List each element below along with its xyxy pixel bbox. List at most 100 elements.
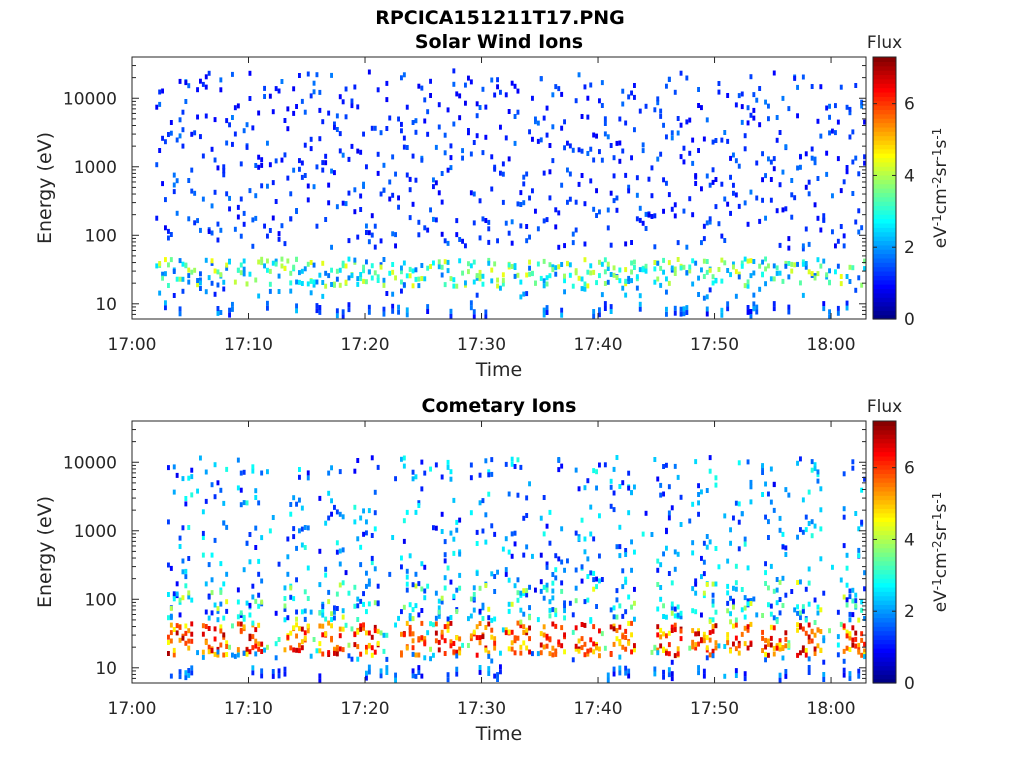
flux-cell — [784, 487, 788, 493]
flux-cell — [196, 87, 199, 93]
flux-cell — [673, 271, 677, 276]
flux-cell — [164, 300, 167, 306]
flux-cell — [679, 265, 683, 271]
flux-cell — [341, 200, 345, 206]
colorbar-band — [873, 460, 896, 466]
flux-cell — [842, 594, 846, 600]
flux-cell — [711, 139, 715, 145]
flux-cell — [519, 644, 523, 650]
flux-cell — [472, 314, 476, 320]
flux-cell — [245, 647, 249, 653]
flux-cell — [851, 612, 855, 618]
flux-cell — [598, 259, 601, 265]
flux-cell — [318, 272, 322, 278]
flux-cell — [455, 609, 459, 614]
flux-cell — [327, 200, 331, 206]
flux-cell — [213, 462, 217, 468]
flux-cell — [239, 161, 243, 167]
flux-cell — [402, 463, 406, 469]
flux-cell — [219, 642, 223, 648]
flux-cell — [300, 609, 304, 615]
flux-cell — [496, 672, 499, 678]
flux-cell — [670, 601, 674, 607]
flux-cell — [621, 568, 625, 574]
flux-cell — [624, 267, 628, 273]
flux-cell — [583, 241, 587, 247]
flux-cell — [656, 260, 660, 266]
flux-cell — [769, 563, 773, 569]
flux-cell — [356, 617, 360, 622]
flux-cell — [420, 459, 424, 465]
flux-cell — [758, 263, 762, 269]
colorbar-band — [873, 573, 896, 579]
flux-cell — [184, 262, 188, 268]
flux-cell — [309, 653, 313, 659]
flux-cell — [481, 602, 485, 608]
flux-cell — [525, 645, 529, 651]
flux-cell — [242, 614, 246, 620]
flux-cell — [630, 620, 633, 626]
flux-cell — [679, 522, 683, 527]
flux-cell — [251, 583, 255, 589]
flux-cell — [670, 605, 674, 611]
flux-cell — [242, 266, 246, 272]
flux-cell — [306, 565, 310, 571]
flux-cell — [242, 210, 246, 216]
flux-cell — [545, 523, 549, 529]
flux-cell — [732, 585, 735, 591]
flux-cell — [516, 620, 520, 626]
flux-cell — [560, 643, 564, 649]
flux-cell — [440, 634, 444, 640]
flux-cell — [306, 470, 310, 476]
flux-cell — [251, 645, 255, 651]
flux-cell — [356, 603, 360, 609]
flux-cell — [627, 620, 631, 626]
flux-cell — [630, 567, 633, 573]
flux-cell — [257, 646, 261, 652]
flux-cell — [822, 638, 826, 644]
flux-cell — [434, 630, 438, 636]
flux-cell — [327, 650, 331, 656]
colorbar-band — [873, 665, 896, 671]
flux-cell — [292, 647, 296, 653]
flux-cell — [172, 652, 176, 658]
colorbar-unit-label: eV-1cm-2sr-1s-1 — [930, 492, 951, 613]
flux-cell — [414, 583, 418, 589]
flux-cell — [796, 604, 799, 610]
heatmap-cells — [167, 455, 866, 684]
flux-cell — [414, 509, 418, 515]
flux-cell — [199, 286, 202, 291]
flux-cell — [822, 213, 826, 219]
flux-cell — [432, 525, 435, 531]
flux-cell — [618, 544, 622, 550]
flux-cell — [574, 467, 578, 473]
colorbar-tick-label: 6 — [904, 95, 915, 115]
flux-cell — [359, 515, 363, 521]
colorbar-band — [873, 157, 896, 163]
flux-cell — [778, 610, 782, 616]
flux-cell — [394, 275, 397, 281]
flux-cell — [487, 666, 491, 672]
flux-cell — [589, 570, 593, 576]
flux-cell — [411, 469, 415, 475]
flux-cell — [659, 282, 663, 288]
flux-cell — [472, 309, 476, 315]
flux-cell — [737, 519, 741, 525]
flux-cell — [857, 275, 861, 281]
flux-cell — [848, 676, 852, 681]
flux-cell — [790, 589, 794, 594]
flux-cell — [417, 581, 421, 587]
flux-cell — [411, 668, 415, 674]
flux-cell — [772, 588, 776, 594]
flux-cell — [848, 106, 852, 112]
flux-cell — [606, 677, 610, 683]
flux-cell — [405, 574, 409, 580]
flux-cell — [353, 519, 357, 525]
flux-cell — [507, 549, 511, 555]
colorbar-band — [873, 314, 896, 320]
colorbar-band — [873, 118, 896, 124]
flux-cell — [539, 137, 543, 143]
flux-cell — [365, 259, 368, 265]
flux-cell — [700, 105, 703, 111]
flux-cell — [175, 591, 179, 597]
